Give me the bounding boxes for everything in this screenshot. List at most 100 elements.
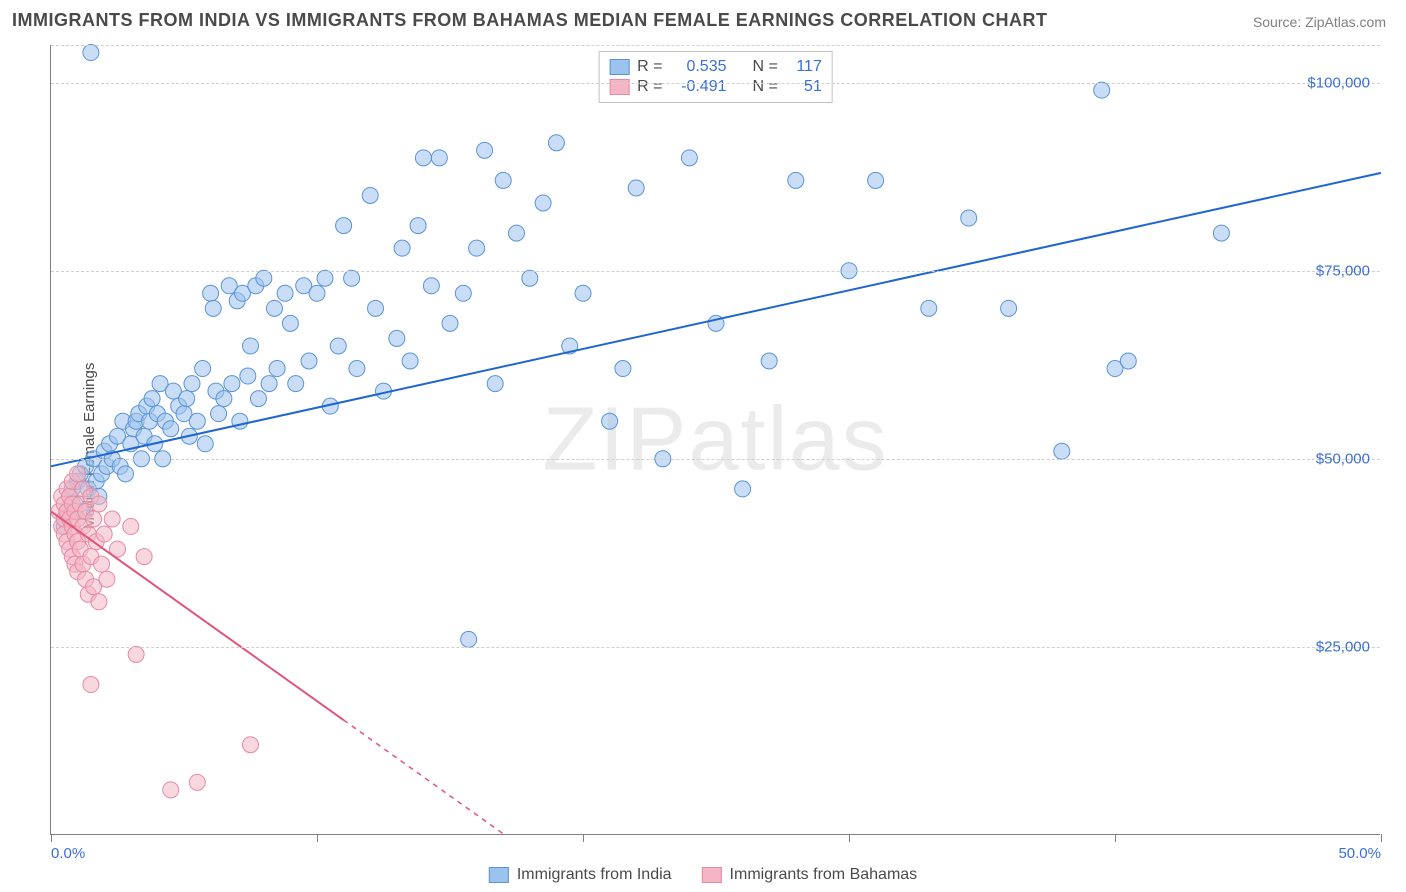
gridline (51, 45, 1380, 46)
scatter-point-bahamas (136, 549, 152, 565)
scatter-point-india (256, 270, 272, 286)
scatter-point-india (197, 436, 213, 452)
scatter-point-india (189, 413, 205, 429)
scatter-point-bahamas (189, 774, 205, 790)
scatter-point-india (628, 180, 644, 196)
series-legend-item: Immigrants from India (489, 866, 672, 884)
scatter-point-bahamas (99, 571, 115, 587)
series-legend-item: Immigrants from Bahamas (702, 866, 918, 884)
legend-swatch-bahamas (609, 79, 629, 95)
scatter-point-bahamas (70, 466, 86, 482)
scatter-point-india (1213, 225, 1229, 241)
scatter-point-india (368, 300, 384, 316)
scatter-point-india (961, 210, 977, 226)
trend-line-india (51, 173, 1381, 466)
scatter-point-bahamas (96, 526, 112, 542)
scatter-point-india (266, 300, 282, 316)
scatter-point-india (309, 285, 325, 301)
series-legend: Immigrants from India Immigrants from Ba… (489, 866, 917, 884)
scatter-point-india (179, 391, 195, 407)
scatter-point-india (461, 631, 477, 647)
scatter-point-india (455, 285, 471, 301)
y-tick-label: $50,000 (1316, 450, 1370, 467)
scatter-point-india (277, 285, 293, 301)
scatter-point-india (330, 338, 346, 354)
scatter-point-india (788, 172, 804, 188)
scatter-point-india (415, 150, 431, 166)
x-tick (583, 834, 584, 842)
n-value: 51 (786, 78, 822, 96)
scatter-point-india (423, 278, 439, 294)
scatter-point-india (349, 361, 365, 377)
scatter-point-india (535, 195, 551, 211)
y-tick-label: $100,000 (1307, 74, 1370, 91)
gridline (51, 83, 1380, 84)
correlation-legend: R = 0.535 N = 117 R = -0.491 N = 51 (598, 51, 833, 103)
scatter-point-india (205, 300, 221, 316)
scatter-point-india (344, 270, 360, 286)
scatter-point-india (431, 150, 447, 166)
scatter-point-india (761, 353, 777, 369)
chart-svg (51, 45, 1380, 834)
plot-area: ZIPatlas R = 0.535 N = 117 R = -0.491 N … (50, 45, 1380, 835)
scatter-point-india (477, 142, 493, 158)
scatter-point-india (269, 361, 285, 377)
scatter-point-india (317, 270, 333, 286)
x-tick (1381, 834, 1382, 842)
legend-swatch-bahamas (702, 867, 722, 883)
r-label: R = (637, 58, 662, 76)
scatter-point-india (615, 361, 631, 377)
gridline (51, 647, 1380, 648)
scatter-point-india (195, 361, 211, 377)
x-tick (849, 834, 850, 842)
scatter-point-bahamas (91, 496, 107, 512)
scatter-point-india (240, 368, 256, 384)
scatter-point-india (282, 315, 298, 331)
scatter-point-india (1001, 300, 1017, 316)
legend-swatch-india (609, 59, 629, 75)
scatter-point-india (681, 150, 697, 166)
scatter-point-india (83, 45, 99, 61)
n-label: N = (753, 78, 778, 96)
scatter-point-india (336, 218, 352, 234)
scatter-point-bahamas (163, 782, 179, 798)
scatter-point-india (211, 406, 227, 422)
r-value: 0.535 (671, 58, 727, 76)
scatter-point-bahamas (94, 556, 110, 572)
scatter-point-india (394, 240, 410, 256)
scatter-point-bahamas (243, 737, 259, 753)
n-value: 117 (786, 58, 822, 76)
correlation-legend-row: R = -0.491 N = 51 (609, 78, 822, 96)
scatter-point-india (442, 315, 458, 331)
scatter-point-india (216, 391, 232, 407)
scatter-point-india (1120, 353, 1136, 369)
series-legend-label: Immigrants from India (517, 866, 672, 884)
scatter-point-india (868, 172, 884, 188)
y-tick-label: $75,000 (1316, 262, 1370, 279)
scatter-point-india (921, 300, 937, 316)
scatter-point-india (288, 376, 304, 392)
scatter-point-india (402, 353, 418, 369)
scatter-point-india (1054, 443, 1070, 459)
series-legend-label: Immigrants from Bahamas (730, 866, 918, 884)
scatter-point-bahamas (83, 677, 99, 693)
scatter-point-india (495, 172, 511, 188)
gridline (51, 459, 1380, 460)
scatter-point-india (509, 225, 525, 241)
scatter-point-india (163, 421, 179, 437)
scatter-point-india (389, 330, 405, 346)
r-value: -0.491 (671, 78, 727, 96)
x-tick (1115, 834, 1116, 842)
scatter-point-india (144, 391, 160, 407)
x-tick (317, 834, 318, 842)
scatter-point-bahamas (123, 519, 139, 535)
correlation-legend-row: R = 0.535 N = 117 (609, 58, 822, 76)
scatter-point-bahamas (128, 646, 144, 662)
scatter-point-bahamas (91, 594, 107, 610)
chart-title: IMMIGRANTS FROM INDIA VS IMMIGRANTS FROM… (12, 10, 1047, 31)
r-label: R = (637, 78, 662, 96)
x-tick (51, 834, 52, 842)
scatter-point-india (362, 187, 378, 203)
trend-line-bahamas-extrapolated (344, 720, 505, 835)
scatter-point-india (117, 466, 133, 482)
